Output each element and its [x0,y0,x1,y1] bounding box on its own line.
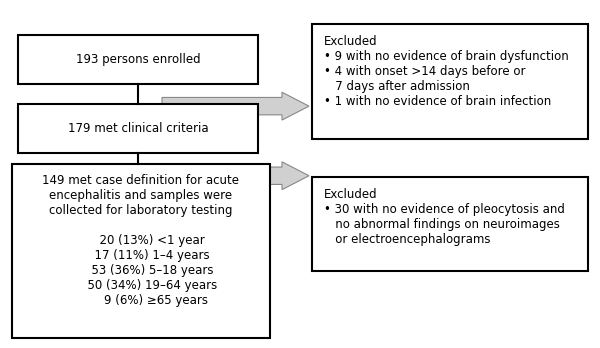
Bar [312,177,588,271]
FancyArrow shape [162,162,309,190]
Bar [18,104,258,153]
Text: 149 met case definition for acute
encephalitis and samples were
collected for la: 149 met case definition for acute enceph… [43,174,239,307]
Text: 179 met clinical criteria: 179 met clinical criteria [68,122,208,135]
Bar [312,24,588,139]
Bar [12,164,270,338]
FancyArrow shape [162,92,309,120]
Text: Excluded
• 30 with no evidence of pleocytosis and
   no abnormal findings on neu: Excluded • 30 with no evidence of pleocy… [324,188,565,246]
Text: 193 persons enrolled: 193 persons enrolled [76,53,200,66]
Text: Excluded
• 9 with no evidence of brain dysfunction
• 4 with onset >14 days befor: Excluded • 9 with no evidence of brain d… [324,35,569,108]
Bar [18,35,258,84]
